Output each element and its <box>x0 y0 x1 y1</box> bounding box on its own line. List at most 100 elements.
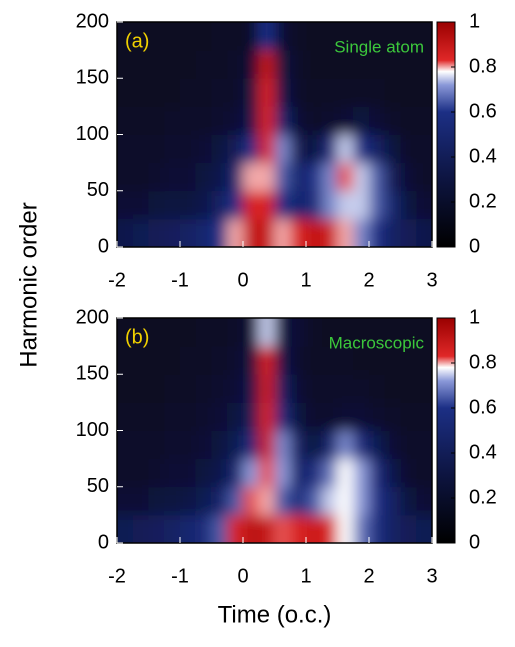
heat-cell <box>290 515 306 564</box>
heat-cell <box>338 135 354 164</box>
x-axis-label: Time (o.c.) <box>218 601 332 628</box>
heat-cell <box>369 219 385 268</box>
heat-cell <box>164 459 180 488</box>
heat-cell <box>243 219 259 268</box>
heat-cell <box>196 50 212 79</box>
heat-cell <box>306 374 322 403</box>
heat-cell <box>227 346 243 375</box>
x-tick-label: 3 <box>426 565 437 587</box>
heat-cell <box>212 163 228 192</box>
heat-cell <box>133 135 149 164</box>
heat-cell <box>306 515 322 564</box>
heat-cell <box>164 515 180 564</box>
heat-cell <box>243 431 259 460</box>
heat-cell <box>322 78 338 107</box>
heat-cell <box>259 78 275 107</box>
heat-cell <box>259 402 275 431</box>
heat-cell <box>180 298 196 347</box>
heat-cell <box>259 50 275 79</box>
heat-cell <box>290 2 306 51</box>
heat-cell <box>401 135 417 164</box>
heat-cell <box>353 459 369 488</box>
heat-cell <box>149 487 165 516</box>
heat-cell <box>196 106 212 135</box>
heat-cell <box>196 298 212 347</box>
heat-cell <box>133 50 149 79</box>
heat-cell <box>180 50 196 79</box>
heat-cell <box>353 219 369 268</box>
heat-cell <box>322 163 338 192</box>
heat-cell <box>243 78 259 107</box>
x-tick-label: -1 <box>171 269 189 291</box>
heat-cell <box>133 191 149 220</box>
heat-cell <box>212 50 228 79</box>
heat-cell <box>212 402 228 431</box>
heat-cell <box>306 402 322 431</box>
heat-cell <box>164 346 180 375</box>
heat-cell <box>196 191 212 220</box>
heat-cell <box>259 298 275 347</box>
heat-cell <box>149 515 165 564</box>
heat-cell <box>385 374 401 403</box>
heat-cell <box>306 135 322 164</box>
annotation: Single atom <box>334 37 424 56</box>
heat-cell <box>180 163 196 192</box>
heat-cell <box>149 78 165 107</box>
heat-cell <box>164 191 180 220</box>
heat-cell <box>338 106 354 135</box>
heat-cell <box>149 2 165 51</box>
heat-cell <box>338 78 354 107</box>
heat-cell <box>275 106 291 135</box>
heat-cell <box>164 219 180 268</box>
heat-cell <box>196 2 212 51</box>
heat-cell <box>180 191 196 220</box>
heat-cell <box>338 163 354 192</box>
heat-cell <box>290 431 306 460</box>
heat-cell <box>259 487 275 516</box>
heat-cell <box>322 135 338 164</box>
heat-cell <box>322 402 338 431</box>
colorbar-tick-label: 0.2 <box>469 486 497 508</box>
heat-cell <box>275 78 291 107</box>
y-tick-label: 100 <box>76 419 109 441</box>
heat-cell <box>275 298 291 347</box>
heat-cell <box>353 135 369 164</box>
heat-cell <box>243 346 259 375</box>
heat-cell <box>180 402 196 431</box>
heat-cell <box>227 219 243 268</box>
heat-cell <box>385 219 401 268</box>
heat-cell <box>243 487 259 516</box>
heat-cell <box>259 374 275 403</box>
heat-cell <box>212 346 228 375</box>
heat-cell <box>227 191 243 220</box>
heat-cell <box>259 459 275 488</box>
colorbar-tick-label: 1 <box>469 10 480 32</box>
x-tick-label: 2 <box>363 565 374 587</box>
y-tick-label: 100 <box>76 123 109 145</box>
heat-cell <box>275 487 291 516</box>
heat-cell <box>133 515 149 564</box>
heat-cell <box>322 515 338 564</box>
x-tick-label: -2 <box>108 269 126 291</box>
heat-cell <box>306 219 322 268</box>
heat-cell <box>306 78 322 107</box>
heat-cell <box>290 459 306 488</box>
heat-cell <box>196 431 212 460</box>
heat-cell <box>306 106 322 135</box>
heat-cell <box>212 487 228 516</box>
heat-cell <box>401 219 417 268</box>
panel-label: (b) <box>125 326 149 348</box>
heat-cell <box>275 459 291 488</box>
heat-cell <box>259 135 275 164</box>
heat-cell <box>212 219 228 268</box>
heat-cell <box>401 374 417 403</box>
heat-cell <box>259 515 275 564</box>
heat-cell <box>275 431 291 460</box>
colorbar-tick-label: 0.6 <box>469 100 497 122</box>
heat-cell <box>243 191 259 220</box>
colorbar <box>437 318 455 543</box>
heat-cell <box>196 459 212 488</box>
heat-cell <box>290 219 306 268</box>
heat-cell <box>212 298 228 347</box>
heat-cell <box>212 515 228 564</box>
